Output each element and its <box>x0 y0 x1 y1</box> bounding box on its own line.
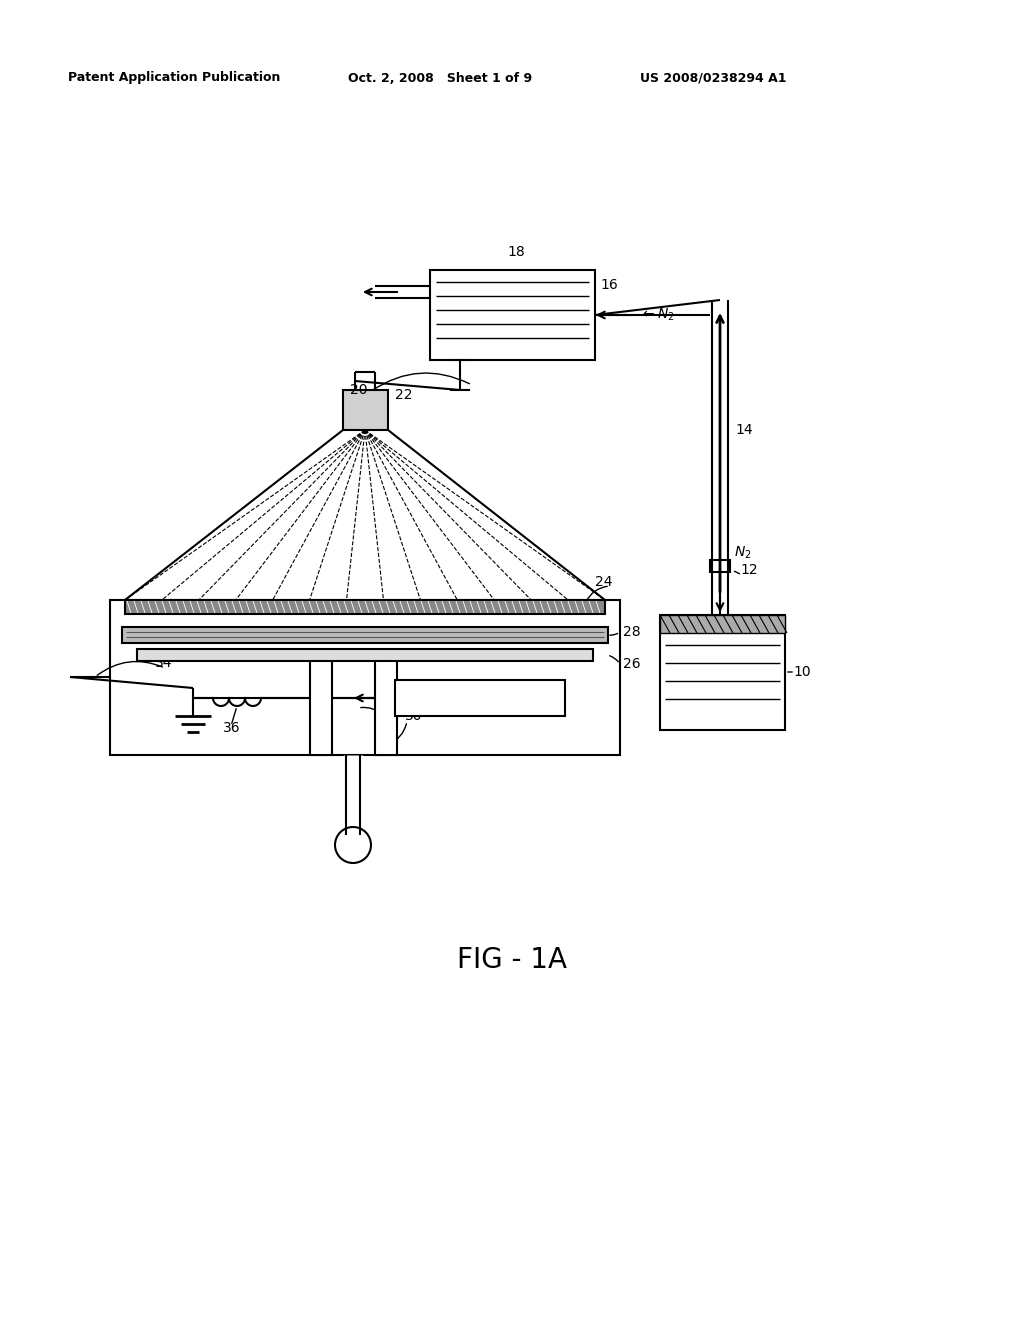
Text: 36: 36 <box>223 721 241 735</box>
Text: Oct. 2, 2008   Sheet 1 of 9: Oct. 2, 2008 Sheet 1 of 9 <box>348 71 532 84</box>
Text: $\leftarrow N_2$: $\leftarrow N_2$ <box>640 306 675 323</box>
Text: 12: 12 <box>740 564 758 577</box>
Text: 34: 34 <box>155 656 172 671</box>
Bar <box>310 657 332 755</box>
Bar <box>122 627 608 643</box>
Text: 20: 20 <box>350 383 368 397</box>
Text: 16: 16 <box>600 279 617 292</box>
Text: 26: 26 <box>623 657 641 671</box>
Text: 22: 22 <box>395 388 413 403</box>
Bar <box>395 680 565 715</box>
Bar <box>660 615 785 730</box>
Bar <box>710 560 730 572</box>
Text: High Voltage: High Voltage <box>436 690 524 705</box>
Bar <box>343 389 388 430</box>
Text: US 2008/0238294 A1: US 2008/0238294 A1 <box>640 71 786 84</box>
Bar <box>375 657 397 755</box>
Text: 30: 30 <box>406 709 423 723</box>
Text: 24: 24 <box>595 576 612 589</box>
Bar <box>660 615 785 634</box>
Text: $N_2$: $N_2$ <box>734 545 752 561</box>
Text: 10: 10 <box>793 665 811 678</box>
Text: 32: 32 <box>383 709 400 723</box>
Text: 18: 18 <box>507 246 524 259</box>
Text: 28: 28 <box>623 624 641 639</box>
Bar <box>110 601 620 755</box>
Text: Patent Application Publication: Patent Application Publication <box>68 71 281 84</box>
Bar <box>137 649 593 661</box>
Text: FIG - 1A: FIG - 1A <box>457 946 567 974</box>
Text: 14: 14 <box>735 422 753 437</box>
Bar <box>125 601 605 614</box>
Bar <box>430 271 595 360</box>
